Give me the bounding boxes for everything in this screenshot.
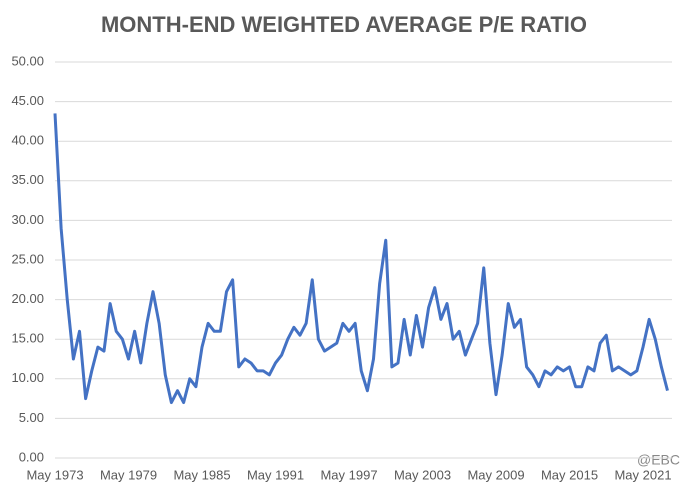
y-tick-label: 30.00 <box>11 212 44 227</box>
y-tick-label: 10.00 <box>11 370 44 385</box>
watermark: @EBC <box>637 452 680 468</box>
x-tick-label: May 2009 <box>467 467 524 482</box>
x-tick-label: May 1973 <box>26 467 83 482</box>
x-tick-label: May 1985 <box>173 467 230 482</box>
y-tick-label: 20.00 <box>11 291 44 306</box>
x-tick-label: May 1991 <box>247 467 304 482</box>
y-tick-label: 15.00 <box>11 331 44 346</box>
y-tick-label: 45.00 <box>11 93 44 108</box>
y-tick-label: 50.00 <box>11 53 44 68</box>
y-tick-label: 5.00 <box>19 410 44 425</box>
x-tick-label: May 1979 <box>100 467 157 482</box>
line-series <box>53 113 669 405</box>
x-tick-label: May 2021 <box>614 467 671 482</box>
x-tick-label: May 2015 <box>541 467 598 482</box>
y-tick-label: 25.00 <box>11 251 44 266</box>
x-tick-label: May 1997 <box>320 467 377 482</box>
chart-title: MONTH-END WEIGHTED AVERAGE P/E RATIO <box>101 12 587 37</box>
y-tick-label: 0.00 <box>19 449 44 464</box>
y-tick-label: 35.00 <box>11 172 44 187</box>
x-tick-label: May 2003 <box>394 467 451 482</box>
y-tick-label: 40.00 <box>11 133 44 148</box>
